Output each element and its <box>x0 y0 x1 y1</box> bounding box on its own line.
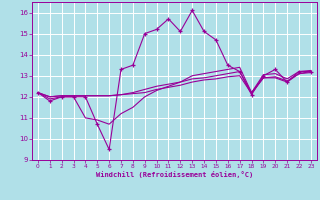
X-axis label: Windchill (Refroidissement éolien,°C): Windchill (Refroidissement éolien,°C) <box>96 171 253 178</box>
